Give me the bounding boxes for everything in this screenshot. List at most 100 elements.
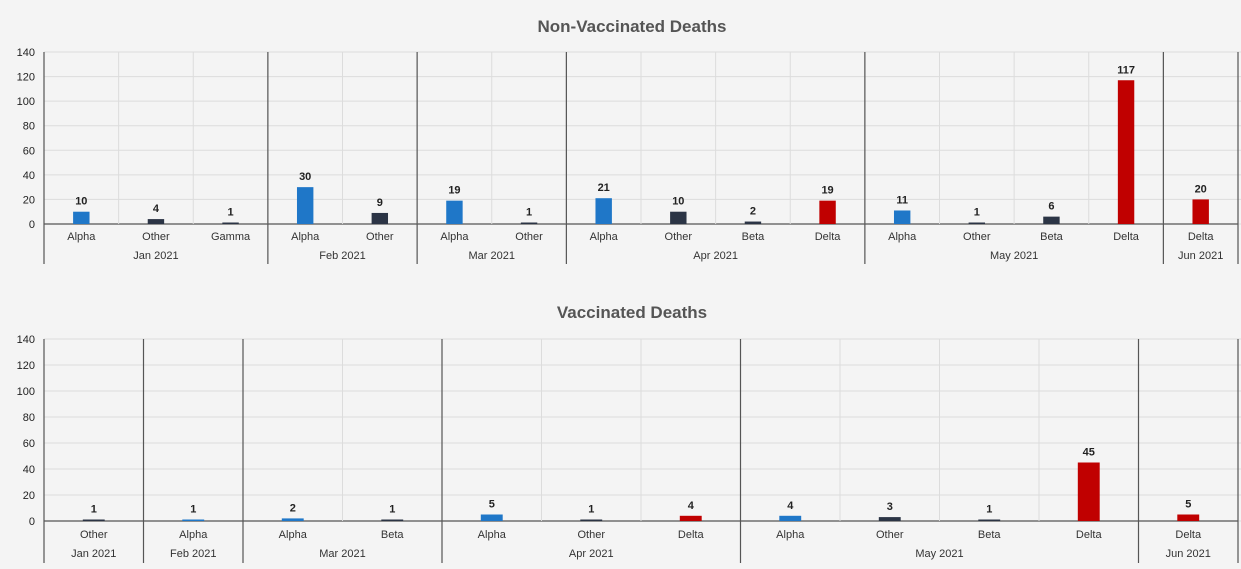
group-label: Jun 2021 <box>1178 250 1223 262</box>
category-label: Alpha <box>440 231 469 243</box>
y-tick-label: 20 <box>23 194 35 206</box>
bar-mar-2021-alpha <box>446 200 463 224</box>
data-label: 19 <box>448 185 460 197</box>
y-tick-label: 100 <box>17 386 35 398</box>
data-label: 4 <box>153 203 160 215</box>
category-label: Other <box>515 231 543 243</box>
data-label: 45 <box>1083 447 1095 459</box>
data-label: 19 <box>821 185 833 197</box>
data-label: 2 <box>290 502 296 514</box>
y-tick-label: 0 <box>29 219 35 231</box>
category-label: Delta <box>815 231 842 243</box>
category-label: Alpha <box>776 529 805 541</box>
category-label: Alpha <box>279 529 308 541</box>
y-tick-label: 120 <box>17 72 35 84</box>
group-label: Jan 2021 <box>71 548 116 560</box>
bar-mar-2021-alpha <box>281 518 304 521</box>
data-label: 1 <box>389 504 395 516</box>
bar-jan-2021-gamma <box>222 222 239 224</box>
group-label: Jan 2021 <box>133 250 178 262</box>
bar-apr-2021-alpha <box>595 198 612 224</box>
y-tick-label: 40 <box>23 464 35 476</box>
group-label: Mar 2021 <box>469 250 515 262</box>
group-label: May 2021 <box>990 250 1038 262</box>
y-tick-label: 80 <box>23 412 35 424</box>
group-label: Jun 2021 <box>1166 548 1211 560</box>
category-label: Alpha <box>478 529 507 541</box>
data-label: 1 <box>228 207 234 219</box>
bar-jan-2021-other <box>82 519 105 521</box>
bar-apr-2021-other <box>580 519 603 521</box>
data-label: 1 <box>986 504 992 516</box>
category-label: Delta <box>678 529 705 541</box>
chart-title: Non-Vaccinated Deaths <box>538 17 727 36</box>
data-label: 11 <box>896 194 908 206</box>
y-tick-label: 20 <box>23 490 35 502</box>
data-label: 20 <box>1195 183 1207 195</box>
category-label: Other <box>80 529 108 541</box>
data-label: 1 <box>91 504 97 516</box>
data-label: 1 <box>190 504 196 516</box>
data-label: 3 <box>887 501 893 513</box>
category-label: Other <box>876 529 904 541</box>
category-label: Delta <box>1188 231 1215 243</box>
group-label: Apr 2021 <box>693 250 738 262</box>
category-label: Alpha <box>888 231 917 243</box>
data-label: 117 <box>1117 64 1135 76</box>
bar-jun-2021-delta <box>1192 199 1209 224</box>
y-tick-label: 0 <box>29 516 35 528</box>
category-label: Other <box>577 529 605 541</box>
category-label: Delta <box>1113 231 1140 243</box>
bar-may-2021-other <box>878 517 901 521</box>
category-label: Beta <box>381 529 405 541</box>
y-tick-label: 40 <box>23 170 35 182</box>
chart-title: Vaccinated Deaths <box>557 303 707 322</box>
data-label: 9 <box>377 197 383 209</box>
bar-feb-2021-other <box>371 212 389 224</box>
bar-mar-2021-beta <box>381 519 404 521</box>
y-tick-label: 140 <box>17 334 35 346</box>
bar-may-2021-delta <box>1117 80 1135 224</box>
y-tick-label: 120 <box>17 360 35 372</box>
data-label: 5 <box>489 499 495 511</box>
bar-apr-2021-alpha <box>480 514 503 521</box>
category-label: Other <box>665 231 693 243</box>
bar-jun-2021-delta <box>1177 514 1200 521</box>
bar-may-2021-other <box>968 222 986 224</box>
non-vaccinated-deaths-chart: Non-Vaccinated Deaths0204060801001201401… <box>17 17 1241 264</box>
category-label: Beta <box>742 231 766 243</box>
bar-may-2021-alpha <box>779 515 802 521</box>
data-label: 1 <box>526 207 532 219</box>
bar-may-2021-beta <box>1043 216 1060 224</box>
data-label: 1 <box>974 207 980 219</box>
data-label: 30 <box>299 171 311 183</box>
group-label: Mar 2021 <box>319 548 365 560</box>
category-label: Alpha <box>179 529 208 541</box>
category-label: Other <box>963 231 991 243</box>
category-label: Gamma <box>211 231 251 243</box>
bar-apr-2021-other <box>670 211 687 224</box>
group-label: Apr 2021 <box>569 548 614 560</box>
data-label: 4 <box>688 500 695 512</box>
vaccinated-deaths-chart: Vaccinated Deaths 0 20 40 60 80 100 120 140 1 Othe… <box>17 303 1241 563</box>
bar-feb-2021-alpha <box>296 187 314 224</box>
bar-jan-2021-other <box>147 219 165 224</box>
data-label: 6 <box>1048 201 1054 213</box>
bar-feb-2021-alpha <box>182 519 205 521</box>
y-tick-label: 140 <box>17 47 35 59</box>
category-label: Alpha <box>67 231 96 243</box>
group-label: Feb 2021 <box>319 250 365 262</box>
bar-jan-2021-alpha <box>73 211 90 224</box>
data-label: 4 <box>787 500 794 512</box>
y-tick-label: 60 <box>23 438 35 450</box>
category-label: Delta <box>1175 529 1202 541</box>
category-label: Delta <box>1076 529 1103 541</box>
category-label: Other <box>366 231 394 243</box>
data-label: 5 <box>1185 499 1191 511</box>
category-label: Other <box>142 231 170 243</box>
bar-apr-2021-delta <box>819 200 836 224</box>
category-label: Alpha <box>590 231 619 243</box>
data-label: 10 <box>75 196 87 208</box>
y-tick-label: 60 <box>23 145 35 157</box>
